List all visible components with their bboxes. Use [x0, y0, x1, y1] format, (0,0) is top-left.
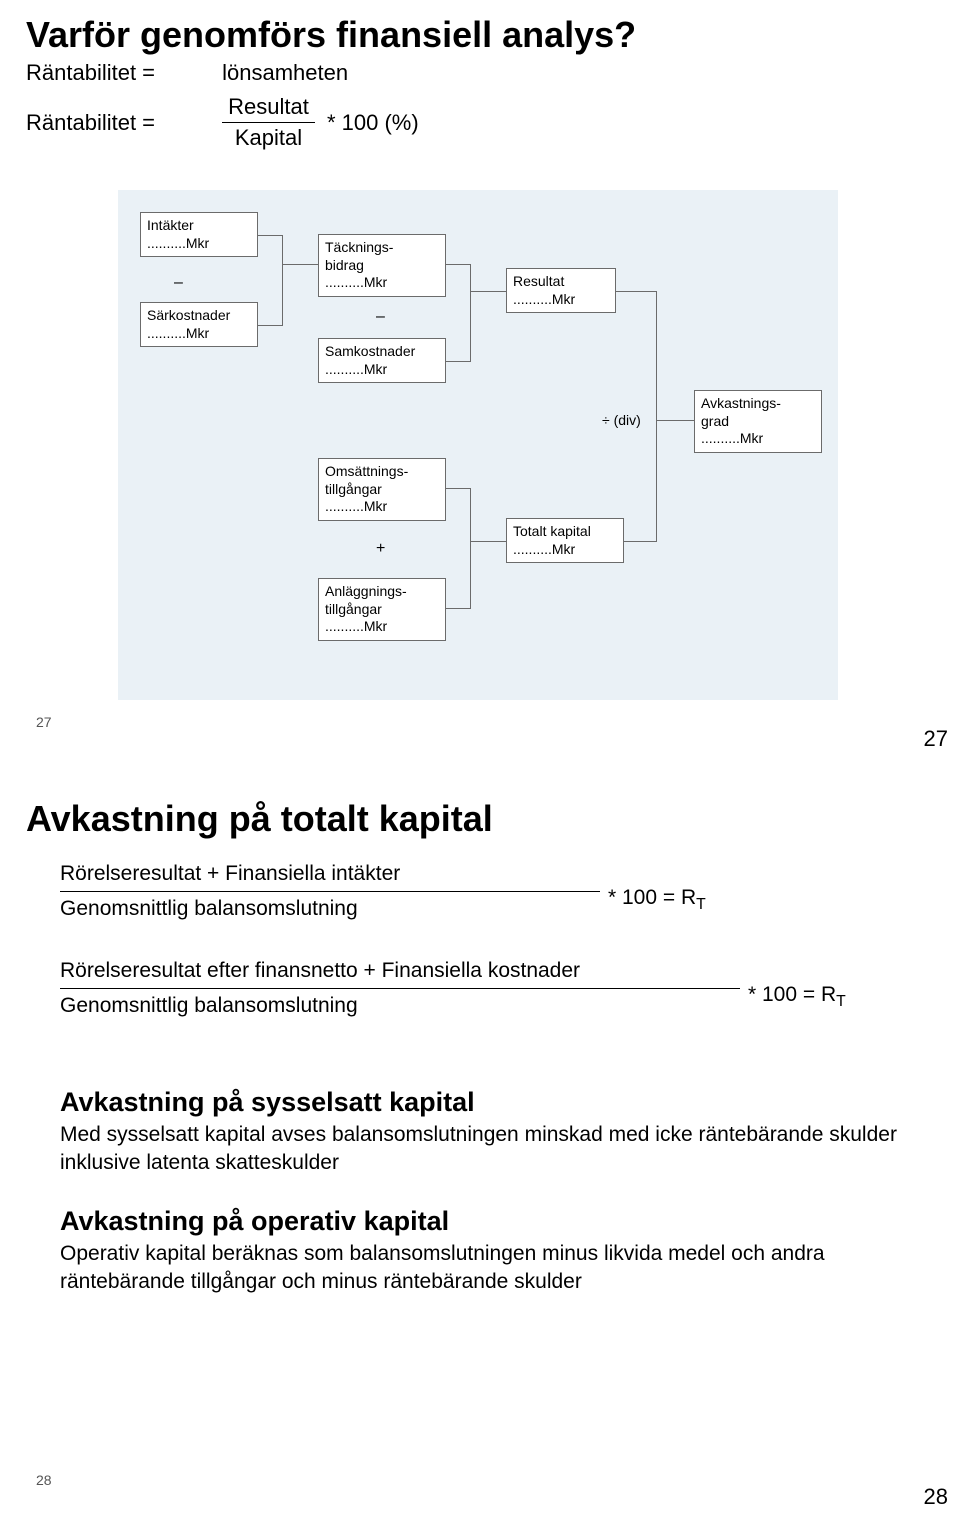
- box-avkastningsgrad: Avkastnings- grad ..........Mkr: [694, 390, 822, 453]
- box-label-1: Anläggnings-: [325, 583, 439, 601]
- box-samkostnader: Samkostnader ..........Mkr: [318, 338, 446, 383]
- conn: [258, 235, 282, 236]
- box-label: Resultat: [513, 273, 609, 291]
- box-intakter: Intäkter ..........Mkr: [140, 212, 258, 257]
- conn: [656, 420, 694, 421]
- formula1-bar: [60, 891, 600, 892]
- box-label-1: Avkastnings-: [701, 395, 815, 413]
- conn: [282, 235, 283, 326]
- box-anlaggningstillgangar: Anläggnings- tillgångar ..........Mkr: [318, 578, 446, 641]
- conn: [470, 488, 471, 609]
- box-omsattningstillgangar: Omsättnings- tillgångar ..........Mkr: [318, 458, 446, 521]
- box-resultat: Resultat ..........Mkr: [506, 268, 616, 313]
- symbol-minus: –: [376, 308, 385, 326]
- slide2-body: Rörelseresultat + Finansiella intäkter G…: [0, 850, 960, 1297]
- box-label: Intäkter: [147, 217, 251, 235]
- box-value: ..........Mkr: [325, 498, 439, 516]
- conn: [470, 291, 506, 292]
- box-value: ..........Mkr: [325, 618, 439, 636]
- diagram: Intäkter ..........Mkr Särkostnader ....…: [118, 190, 838, 700]
- box-value: ..........Mkr: [325, 361, 439, 379]
- slide-2: Avkastning på totalt kapital Rörelseresu…: [0, 760, 960, 1518]
- box-totalt-kapital: Totalt kapital ..........Mkr: [506, 518, 624, 563]
- slide2-title: Avkastning på totalt kapital: [0, 760, 960, 850]
- para-sysselsatt: Med sysselsatt kapital avses balansomslu…: [60, 1121, 934, 1178]
- box-value: ..........Mkr: [513, 541, 617, 559]
- conn: [258, 325, 282, 326]
- box-label-1: Täcknings-: [325, 239, 439, 257]
- formula2-suffix-wrap: * 100 = RT: [748, 981, 948, 1012]
- box-label: Totalt kapital: [513, 523, 617, 541]
- symbol-plus: +: [376, 540, 385, 558]
- formula2-suffix: * 100 = R: [748, 983, 836, 1006]
- box-value: ..........Mkr: [147, 235, 251, 253]
- formula2-bar: [60, 988, 740, 989]
- slide1-page-number-outer: 27: [924, 726, 948, 752]
- para-operativ: Operativ kapital beräknas som balansomsl…: [60, 1240, 934, 1297]
- slide-1: Varför genomförs finansiell analys? Ränt…: [0, 0, 960, 760]
- formula1-suffix-wrap: * 100 = RT: [608, 884, 808, 915]
- conn: [470, 264, 471, 362]
- box-value: ..........Mkr: [513, 291, 609, 309]
- box-tackningsbidrag: Täcknings- bidrag ..........Mkr: [318, 234, 446, 297]
- conn: [446, 264, 470, 265]
- symbol-minus: –: [174, 274, 183, 292]
- conn: [446, 608, 470, 609]
- box-value: ..........Mkr: [701, 430, 815, 448]
- eq1-lhs: Räntabilitet =: [26, 60, 216, 86]
- formula1-suffix: * 100 = R: [608, 886, 696, 909]
- box-sarkostnader: Särkostnader ..........Mkr: [140, 302, 258, 347]
- formula1-subscript: T: [696, 896, 706, 913]
- formula2-denominator: Genomsnittlig balansomslutning: [60, 994, 358, 1017]
- heading-operativ: Avkastning på operativ kapital: [60, 1177, 934, 1239]
- slide2-page-number-outer: 28: [924, 1484, 948, 1510]
- conn: [446, 361, 470, 362]
- box-value: ..........Mkr: [325, 274, 439, 292]
- conn: [470, 541, 506, 542]
- heading-sysselsatt: Avkastning på sysselsatt kapital: [60, 1058, 934, 1120]
- box-label-1: Omsättnings-: [325, 463, 439, 481]
- box-label-2: tillgångar: [325, 601, 439, 619]
- box-label-2: grad: [701, 413, 815, 431]
- slide2-page-number-inner: 28: [36, 1472, 52, 1488]
- box-label: Samkostnader: [325, 343, 439, 361]
- slide1-page-number-inner: 27: [36, 714, 52, 730]
- symbol-div: ÷ (div): [602, 412, 641, 428]
- conn: [656, 291, 657, 542]
- slide1-equation-1: Räntabilitet = lönsamheten: [0, 58, 960, 86]
- formula1-denominator: Genomsnittlig balansomslutning: [60, 897, 358, 920]
- box-value: ..........Mkr: [147, 325, 251, 343]
- eq1-rhs: lönsamheten: [222, 60, 348, 86]
- eq2-lhs: Räntabilitet =: [26, 110, 216, 136]
- formula2-subscript: T: [836, 993, 846, 1010]
- conn: [624, 541, 656, 542]
- conn: [616, 291, 656, 292]
- slide1-equation-2: Räntabilitet = Resultat Kapital * 100 (%…: [0, 86, 960, 151]
- eq2-numerator: Resultat: [222, 94, 315, 120]
- box-label: Särkostnader: [147, 307, 251, 325]
- box-label-2: tillgångar: [325, 481, 439, 499]
- slide1-title: Varför genomförs finansiell analys?: [0, 0, 960, 58]
- eq2-bar: [222, 122, 315, 123]
- conn: [282, 264, 318, 265]
- eq2-denominator: Kapital: [222, 125, 315, 151]
- conn: [446, 488, 470, 489]
- eq2-suffix: * 100 (%): [327, 110, 419, 136]
- box-label-2: bidrag: [325, 257, 439, 275]
- eq2-fraction: Resultat Kapital: [222, 94, 315, 151]
